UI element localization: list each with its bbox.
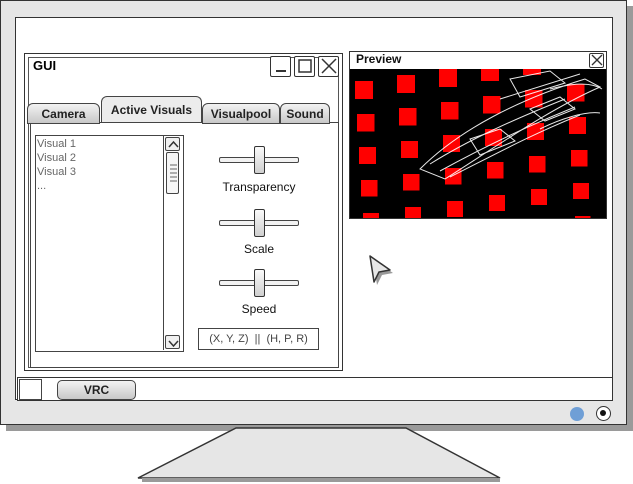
- gui-window-title: GUI: [33, 58, 57, 73]
- scale-label: Scale: [243, 242, 275, 256]
- preview-square: [575, 216, 591, 218]
- preview-close-button[interactable]: [589, 53, 604, 68]
- preview-square: [401, 141, 418, 158]
- list-item[interactable]: Visual 1: [37, 138, 76, 150]
- preview-square: [363, 213, 379, 218]
- preview-square: [481, 69, 499, 81]
- preview-square: [359, 147, 376, 164]
- preview-square: [483, 96, 501, 114]
- scroll-up-icon: [168, 140, 179, 148]
- preview-square: [527, 123, 544, 140]
- preview-square: [489, 195, 505, 211]
- preview-square: [487, 162, 504, 179]
- preview-canvas: [350, 69, 606, 218]
- status-led: [570, 407, 584, 421]
- preview-square: [397, 75, 415, 93]
- list-item: ...: [37, 180, 47, 192]
- close-icon: [319, 57, 338, 76]
- transparency-slider-knob[interactable]: [253, 146, 265, 174]
- maximize-icon: [295, 57, 314, 76]
- preview-square: [361, 180, 378, 197]
- cursor-icon: [369, 255, 393, 285]
- power-button[interactable]: [596, 406, 611, 421]
- tab-camera[interactable]: Camera: [27, 103, 100, 124]
- speed-slider-knob[interactable]: [253, 269, 265, 297]
- preview-title: Preview: [356, 52, 402, 66]
- preview-square: [357, 114, 375, 132]
- preview-square: [569, 117, 586, 134]
- close-button[interactable]: [318, 56, 339, 77]
- close-icon: [590, 54, 603, 67]
- speed-label: Speed: [241, 302, 277, 316]
- tab-visualpool[interactable]: Visualpool: [202, 103, 280, 124]
- preview-square: [573, 183, 589, 199]
- list-item[interactable]: Visual 2: [37, 152, 76, 164]
- maximize-button[interactable]: [294, 56, 315, 77]
- scroll-down-button[interactable]: [165, 335, 180, 349]
- preview-square: [405, 207, 421, 218]
- preview-square: [485, 129, 502, 146]
- preview-square: [567, 84, 585, 102]
- tab-sound[interactable]: Sound: [280, 103, 330, 124]
- minimize-button[interactable]: [270, 56, 291, 77]
- list-item[interactable]: Visual 3: [37, 166, 76, 178]
- scroll-up-button[interactable]: [165, 137, 180, 151]
- preview-square: [531, 189, 547, 205]
- preview-pattern: [355, 69, 591, 218]
- scale-slider-knob[interactable]: [253, 209, 265, 237]
- preview-scene: [355, 69, 603, 218]
- preview-square: [445, 168, 462, 185]
- preview-square: [441, 102, 459, 120]
- visual-list[interactable]: [35, 135, 184, 352]
- start-button[interactable]: [19, 379, 42, 400]
- preview-square: [529, 156, 546, 173]
- preview-square: [439, 69, 457, 87]
- preview-square: [403, 174, 420, 191]
- preview-square: [399, 108, 417, 126]
- minimize-icon: [271, 57, 290, 76]
- scroll-thumb[interactable]: [166, 152, 179, 194]
- preview-square: [355, 81, 373, 99]
- preview-square: [447, 201, 463, 217]
- vrc-button[interactable]: VRC: [57, 380, 136, 400]
- transparency-label: Transparency: [222, 180, 296, 194]
- preview-square: [523, 69, 541, 75]
- tab-active-visuals[interactable]: Active Visuals: [101, 96, 202, 122]
- coordinates-display: (X, Y, Z) || (H, P, R): [198, 328, 319, 350]
- preview-square: [571, 150, 588, 167]
- scroll-down-icon: [168, 340, 179, 348]
